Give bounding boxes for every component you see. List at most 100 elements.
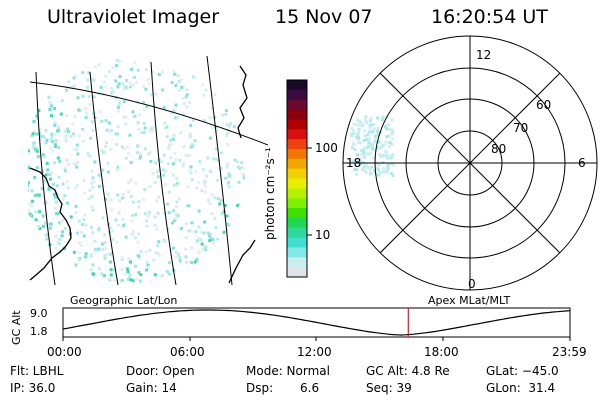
emission-pixel [172,183,176,187]
emission-pixel [72,84,76,88]
polar-emission-pixel [366,133,370,137]
emission-pixel [119,281,123,283]
emission-pixel [166,227,170,231]
emission-pixel [210,193,214,197]
emission-pixel [101,168,105,172]
emission-pixel [184,235,188,239]
colorbar-ticks [307,147,312,236]
emission-pixel [72,148,76,152]
emission-pixel [76,231,79,235]
emission-pixel [211,237,215,241]
emission-pixel [202,93,206,97]
emission-pixel [104,74,108,78]
polar-emission-pixel [372,156,376,160]
emission-pixel [109,226,113,230]
polar-emission-pixel [384,140,388,144]
emission-pixel [120,257,124,261]
polar-emission-pixel [385,127,389,131]
emission-pixel [197,250,201,254]
emission-pixel [125,79,128,83]
polar-emission-pixel [377,140,381,144]
emission-pixel [187,204,191,208]
colorbar-segment [287,188,307,199]
polar-emission-pixel [375,130,379,134]
emission-pixel [185,260,188,264]
emission-pixel [162,173,166,177]
emission-pixel [34,132,38,136]
emission-pixel [37,109,41,112]
emission-pixel [142,122,146,125]
geographic-map [20,55,268,285]
emission-pixel [107,70,111,73]
emission-pixel [91,208,95,212]
emission-pixel [108,260,112,264]
emission-pixel [103,241,107,245]
emission-pixel [195,186,199,190]
polar-emission-pixel [371,147,375,151]
colorbar-segment [287,227,307,239]
emission-pixel [81,139,85,143]
emission-pixel [138,157,142,161]
emission-pixel [20,171,23,174]
emission-pixel [195,258,199,261]
emission-pixel [130,219,134,223]
emission-pixel [93,65,97,69]
emission-pixel [92,180,96,184]
emission-pixel [169,156,173,160]
polar-emission-pixel [383,170,386,174]
altitude-curve [62,309,571,336]
emission-pixel [193,139,197,143]
emission-pixel [111,229,115,233]
emission-pixel [221,113,225,117]
emission-pixel [172,209,175,213]
emission-pixel [87,95,91,98]
emission-pixel [81,71,85,75]
emission-pixel [84,116,88,120]
emission-pixel [136,240,140,244]
emission-pixel [32,119,36,123]
emission-pixel [163,239,167,243]
emission-pixel [91,176,95,180]
emission-pixel [109,129,113,133]
polar-emission-pixel [356,135,360,139]
polar-emission-pixel [369,123,373,127]
x-tick-0600: 06:00 [170,345,205,359]
emission-pixel [67,130,70,134]
emission-pixel [126,270,130,274]
emission-pixel [226,163,230,167]
emission-pixel [136,100,140,104]
emission-pixel [88,154,92,158]
emission-pixel [240,165,244,169]
emission-pixel [144,68,148,72]
emission-pixel [98,267,101,271]
colorbar-segment [287,257,307,268]
emission-pixel [53,121,57,125]
emission-pixel [109,273,113,277]
emission-pixel [189,124,193,128]
emission-pixel [115,241,119,245]
emission-pixel [49,104,53,108]
polar-emission-pixel [363,118,367,122]
emission-pixel [76,96,80,100]
emission-pixel [156,251,160,255]
emission-pixel [152,281,156,283]
emission-pixel [29,204,33,208]
emission-pixel [115,143,118,146]
emission-pixel [116,85,120,89]
emission-pixel [33,175,37,179]
emission-pixel [160,274,164,278]
emission-pixel [45,161,49,165]
colorbar-segment [287,109,307,120]
polar-emission-pixel [385,153,389,157]
emission-pixel [149,159,153,163]
polar-emission-pixel [356,153,359,157]
emission-pixel [58,159,62,163]
emission-pixel [211,106,214,110]
emission-pixel [225,109,229,113]
emission-pixel [207,198,211,202]
polar-emission-pixel [356,131,360,135]
emission-pixel [213,93,217,97]
emission-pixel [147,265,151,269]
emission-pixel [154,161,157,165]
